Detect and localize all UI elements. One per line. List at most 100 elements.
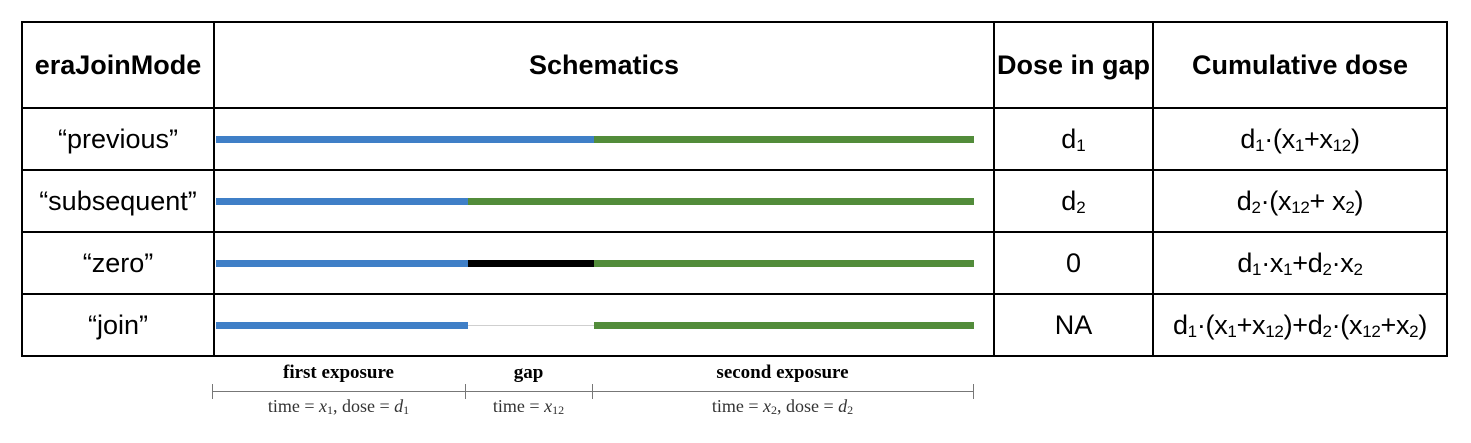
mode-cell: “previous” [21,107,215,171]
bar-first-exposure [216,322,468,329]
legend-text: time = [492,396,545,416]
timeline-tick [212,384,213,399]
schematic-cell [213,107,995,171]
bar-gap [468,260,594,267]
legend-first-exposure-title: first exposure [283,362,394,383]
dose-main: d [1061,186,1077,216]
formula-sub: 12 [1291,198,1310,217]
dose-in-gap-cell: d1 [993,107,1154,171]
dose-main: d [1061,124,1077,154]
formula-part: +x [1236,310,1266,340]
formula-sub: 12 [1362,322,1381,341]
formula-part: + x [1309,186,1346,216]
header-row: eraJoinMode Schematics Dose in gap Cumul… [21,21,1448,109]
table-row: “previous” d1 d1·(x1+x12) [21,107,1448,171]
formula-part: ) [1418,310,1428,340]
dose-main: NA [1054,310,1093,340]
timeline-axis [212,391,974,392]
schematic-cell [213,231,995,295]
formula-sub: 2 [1322,260,1332,279]
timeline-tick [592,384,593,399]
formula-part: d [1172,310,1188,340]
timeline-tick [973,384,974,399]
formula-sub: 1 [1227,322,1237,341]
legend-gap-title: gap [513,362,544,383]
bar-second-exposure [594,136,974,143]
formula-part: +x [1303,124,1333,154]
schematic-cell [213,293,995,357]
cumulative-dose-cell: d1·(x1+x12) [1152,107,1448,171]
table-row: “subsequent” d2 d2·(x12+ x2) [21,169,1448,233]
mode-cell: “join” [21,293,215,357]
formula-part: ·(x [1264,124,1295,154]
legend-sub: 1 [403,403,410,417]
bar-first-exposure [216,136,468,143]
header-erajoinmode: eraJoinMode [21,21,215,109]
schematic-cell [213,169,995,233]
formula-part: +x [1380,310,1410,340]
formula-part: ·(x [1196,310,1228,340]
legend-second-exposure-detail: time = x2, dose = d2 [592,396,973,417]
bar-second-exposure [594,322,974,329]
timeline-legend: first exposure gap second exposure time … [212,360,974,424]
legend-text: time = [267,396,319,416]
formula-sub: 2 [1353,260,1363,279]
table-row: “join” NA d1·(x1+x12)+d2·(x12+x2) [21,293,1448,357]
formula-part: ·x [1261,248,1284,278]
dose-in-gap-cell: d2 [993,169,1154,233]
formula-part: ·(x [1260,186,1292,216]
cumulative-dose-cell: d2·(x12+ x2) [1152,169,1448,233]
legend-sub: 12 [552,403,565,417]
dose-in-gap-cell: NA [993,293,1154,357]
header-dose-in-gap: Dose in gap [993,21,1154,109]
bar-gap [468,198,594,205]
legend-second-exposure-title: second exposure [716,362,849,383]
formula-sub: 1 [1283,260,1293,279]
bar-second-exposure [594,260,974,267]
header-schematics: Schematics [213,21,995,109]
cumulative-dose-cell: d1·x1+d2·x2 [1152,231,1448,295]
formula-sub: 1 [1187,322,1197,341]
formula-part: ) [1354,186,1364,216]
mode-cell: “zero” [21,231,215,295]
legend-var: d [394,396,404,416]
formula-sub: 2 [1322,322,1332,341]
legend-sub: 1 [327,403,333,417]
formula-sub: 1 [1252,260,1262,279]
dose-main: 0 [1065,248,1082,278]
legend-sub: 2 [771,403,777,417]
formula-part: d [1240,124,1256,154]
era-join-mode-table: eraJoinMode Schematics Dose in gap Cumul… [21,21,1448,357]
formula-sub: 2 [1409,322,1419,341]
bar-first-exposure [216,198,468,205]
legend-var: x [319,396,327,416]
formula-sub: 12 [1332,136,1352,155]
formula-sub: 12 [1265,322,1284,341]
formula-part: )+d [1283,310,1323,340]
formula-sub: 1 [1294,136,1304,155]
formula-sub: 2 [1251,198,1261,217]
header-cumulative-dose: Cumulative dose [1152,21,1448,109]
formula-part: +d [1292,248,1323,278]
legend-var: x [763,396,771,416]
timeline-tick [465,384,466,399]
formula-part: d [1237,248,1253,278]
formula-part: ·(x [1331,310,1363,340]
bar-gap [468,136,594,143]
bar-gap [468,325,594,326]
dose-sub: 2 [1076,198,1086,217]
dose-sub: 1 [1076,136,1086,155]
cumulative-dose-cell: d1·(x1+x12)+d2·(x12+x2) [1152,293,1448,357]
table-row: “zero” 0 d1·x1+d2·x2 [21,231,1448,295]
bar-second-exposure [594,198,974,205]
mode-cell: “subsequent” [21,169,215,233]
formula-part: ·x [1331,248,1354,278]
legend-first-exposure-detail: time = x1, dose = d1 [212,396,465,417]
legend-gap-detail: time = x12 [465,396,592,417]
legend-text: , dose = [333,396,395,416]
dose-in-gap-cell: 0 [993,231,1154,295]
formula-part: ) [1350,124,1360,154]
legend-var: d [838,396,848,416]
legend-var: x [544,396,553,416]
legend-text: time = [711,396,763,416]
